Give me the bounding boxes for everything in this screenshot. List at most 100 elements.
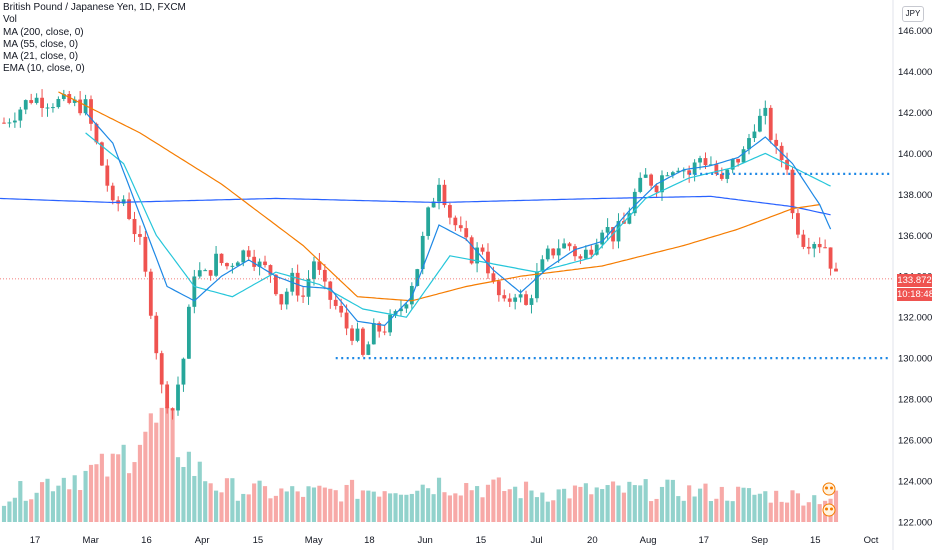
candle: [616, 221, 621, 242]
price-tick-label: 146.000: [898, 26, 932, 37]
legend-item-ma55[interactable]: MA (55, close, 0): [3, 38, 79, 50]
ma-line-ema10: [85, 112, 832, 327]
candle: [154, 315, 159, 354]
candle: [823, 247, 828, 249]
candle: [687, 170, 692, 175]
candle: [665, 175, 670, 177]
alert-icon[interactable]: [822, 503, 836, 517]
time-tick-label: May: [305, 535, 323, 546]
candle: [812, 244, 817, 249]
candle: [355, 328, 360, 341]
candle: [540, 259, 545, 272]
legend-item-ma200[interactable]: MA (200, close, 0): [3, 26, 84, 38]
candle: [437, 184, 441, 202]
volume-bar: [757, 493, 762, 522]
candle: [796, 213, 800, 235]
volume-bar: [61, 477, 66, 522]
time-axis[interactable]: 17 Mar 16 Apr 15 May 18 Jun 15 Jul 20 Aug 17 Sep 15 Oct: [30, 535, 879, 546]
candle: [350, 328, 354, 341]
candle: [279, 294, 284, 305]
candle: [725, 169, 730, 179]
volume-bar: [170, 408, 175, 522]
candle: [333, 299, 338, 306]
candle: [72, 99, 77, 103]
candle: [458, 225, 463, 229]
candle: [121, 199, 126, 204]
volume-bar: [801, 505, 806, 522]
price-tick-label: 128.000: [898, 395, 932, 406]
candle: [165, 384, 170, 409]
volume-bar: [143, 431, 148, 522]
candle: [105, 165, 110, 186]
volume-bar: [736, 486, 741, 522]
horizontal-levels: [0, 172, 893, 360]
volume-bar: [692, 496, 697, 522]
volume-bar: [790, 490, 795, 522]
volume-bar: [1, 505, 7, 522]
volume-bar: [246, 494, 251, 522]
legend-item-ema10[interactable]: EMA (10, close, 0): [3, 63, 85, 75]
candle: [638, 177, 643, 192]
volume-bar: [50, 491, 56, 522]
candle: [757, 115, 762, 132]
volume-bar: [235, 500, 240, 522]
candle: [654, 185, 659, 193]
volume-bar: [132, 462, 137, 522]
candle: [670, 172, 675, 176]
candle: [268, 265, 273, 275]
alert-icons[interactable]: [822, 482, 836, 517]
volume-bar: [34, 492, 39, 522]
candle: [18, 109, 23, 121]
volume-bar: [578, 486, 583, 522]
candle: [698, 158, 702, 163]
candle: [448, 205, 452, 218]
time-tick-label: Sep: [751, 535, 768, 546]
volume-bar: [317, 485, 322, 522]
candle: [649, 174, 654, 186]
legend-item-vol[interactable]: Vol: [3, 14, 17, 26]
candle: [475, 247, 480, 264]
time-tick-label: 17: [30, 535, 41, 546]
legend-item-ma21[interactable]: MA (21, close, 0): [3, 51, 79, 63]
candle: [480, 247, 485, 252]
volume-bar: [159, 407, 164, 522]
time-tick-label: Aug: [640, 535, 657, 546]
candle: [301, 295, 305, 297]
alert-icon[interactable]: [822, 482, 836, 496]
volume-bar: [442, 492, 447, 522]
candle: [159, 353, 164, 385]
volume-bar: [475, 486, 480, 522]
candle: [322, 269, 327, 282]
candle: [583, 249, 588, 259]
volume-bar: [279, 488, 284, 522]
volume-bar: [268, 498, 273, 522]
candle: [524, 294, 528, 305]
volume-bar: [627, 481, 632, 522]
candle: [263, 261, 267, 266]
candle: [632, 191, 637, 214]
volume-bar: [295, 491, 300, 522]
volume-bar: [388, 493, 393, 522]
volume-bar: [649, 501, 654, 522]
candle: [78, 99, 83, 114]
candle: [67, 94, 72, 103]
candle: [600, 232, 605, 245]
volume-bar: [339, 501, 344, 522]
candle: [23, 100, 28, 110]
volume-bar: [349, 479, 355, 522]
volume-bar: [56, 485, 61, 522]
candle: [127, 199, 131, 219]
candle: [110, 185, 115, 201]
candle: [34, 97, 39, 103]
volume-bar: [94, 464, 99, 522]
candle: [197, 270, 202, 277]
candle: [312, 261, 316, 280]
volume-bar: [458, 495, 463, 522]
volume-bar: [301, 496, 306, 522]
chart-title[interactable]: British Pound / Japanese Yen, 1D, FXCM: [3, 2, 186, 13]
volume-bar: [665, 479, 670, 522]
currency-badge[interactable]: JPY: [902, 6, 924, 22]
volume-bar: [480, 497, 485, 522]
volume-bar: [29, 499, 34, 522]
